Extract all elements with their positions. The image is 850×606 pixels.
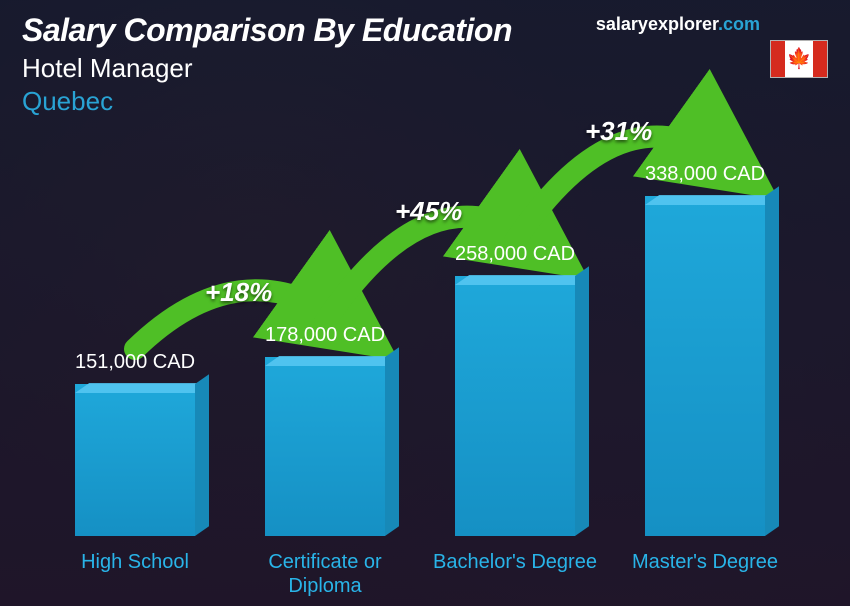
x-label-3: Master's Degree [610,550,800,598]
bar-3: 338,000 CAD [610,163,800,536]
bar-value-1: 178,000 CAD [265,324,385,347]
bar-shape-3 [645,196,765,536]
bar-shape-2 [455,276,575,536]
bar-value-2: 258,000 CAD [455,243,575,266]
bar-chart: 151,000 CAD 178,000 CAD 258,000 CAD 338,000… [40,160,800,536]
bar-value-0: 151,000 CAD [75,351,195,374]
x-axis-labels: High SchoolCertificate or DiplomaBachelo… [40,550,800,598]
bar-top-face [455,275,589,285]
flag-band-right [813,41,827,77]
arc-label-0: +18% [205,277,272,308]
bar-top-face [75,383,209,393]
bar-side-face [195,374,209,536]
x-label-2: Bachelor's Degree [420,550,610,598]
arc-label-1: +45% [395,196,462,227]
bar-side-face [385,347,399,536]
x-label-0: High School [40,550,230,598]
bar-shape-0 [75,384,195,536]
bar-0: 151,000 CAD [40,351,230,536]
brand-text: salaryexplorer [596,14,718,34]
bar-side-face [575,266,589,536]
brand-suffix: .com [718,14,760,34]
bar-front-face [265,357,385,536]
bar-shape-1 [265,357,385,536]
bar-top-face [265,356,399,366]
brand-logo: salaryexplorer.com [596,14,760,35]
bar-front-face [645,196,765,536]
x-label-1: Certificate or Diploma [230,550,420,598]
bar-front-face [75,384,195,536]
bar-top-face [645,195,779,205]
bar-2: 258,000 CAD [420,243,610,536]
bar-side-face [765,186,779,536]
bar-front-face [455,276,575,536]
bar-1: 178,000 CAD [230,324,420,536]
bar-value-3: 338,000 CAD [645,163,765,186]
arc-label-2: +31% [585,116,652,147]
